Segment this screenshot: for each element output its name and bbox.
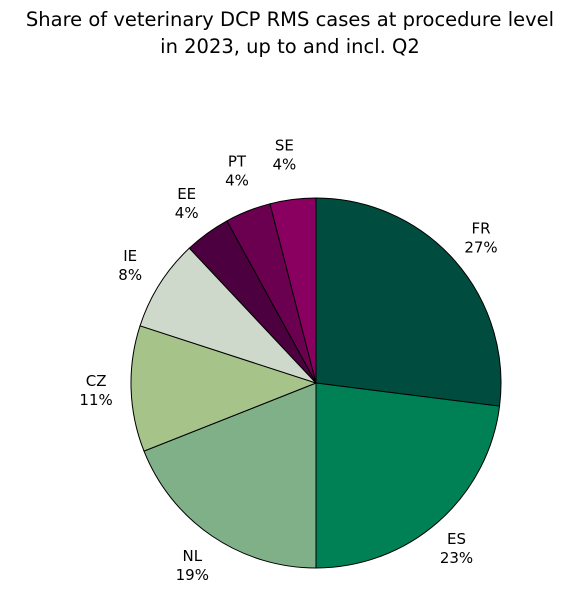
chart-title-line-1: Share of veterinary DCP RMS cases at pro… <box>25 8 555 31</box>
slice-pct-es: 23% <box>440 549 473 567</box>
slice-label-ie: IE 8% <box>118 247 142 284</box>
slice-name-nl: NL <box>183 547 203 565</box>
pie-slice-es <box>315 382 501 569</box>
pie-slice-se <box>269 197 317 384</box>
slice-name-se: SE <box>275 137 294 155</box>
slice-name-pt: PT <box>228 152 247 170</box>
slice-label-ee: EE 4% <box>175 185 199 222</box>
pie-slice-nl <box>143 382 317 569</box>
pie-slice-cz <box>130 325 318 452</box>
slice-name-ie: IE <box>123 247 137 265</box>
slice-label-fr: FR 27% <box>464 220 497 257</box>
pie-labels: FR 27%ES 23%NL 19%CZ 11%IE 8%EE 4%PT 4%SE 4% <box>79 137 497 584</box>
chart-title-line-2: in 2023, up to and incl. Q2 <box>160 35 420 58</box>
slice-name-ee: EE <box>177 185 196 203</box>
slice-pct-ie: 8% <box>118 266 142 284</box>
slice-name-fr: FR <box>471 220 490 238</box>
chart-title: Share of veterinary DCP RMS cases at pro… <box>0 6 580 60</box>
slice-pct-ee: 4% <box>175 204 199 222</box>
slice-label-cz: CZ 11% <box>79 372 112 409</box>
pie-slice-fr <box>315 197 502 407</box>
slice-label-es: ES 23% <box>440 530 473 567</box>
slice-pct-se: 4% <box>273 156 297 174</box>
slice-pct-pt: 4% <box>225 171 249 189</box>
pie-slices <box>130 197 502 569</box>
slice-pct-nl: 19% <box>176 566 209 584</box>
slice-label-nl: NL 19% <box>176 547 209 584</box>
slice-label-se: SE 4% <box>273 137 297 174</box>
slice-name-es: ES <box>447 530 466 548</box>
slice-name-cz: CZ <box>86 372 107 390</box>
pie-slice-ie <box>139 247 317 384</box>
slice-pct-cz: 11% <box>79 391 112 409</box>
slice-pct-fr: 27% <box>464 239 497 257</box>
slice-label-pt: PT 4% <box>225 152 249 189</box>
